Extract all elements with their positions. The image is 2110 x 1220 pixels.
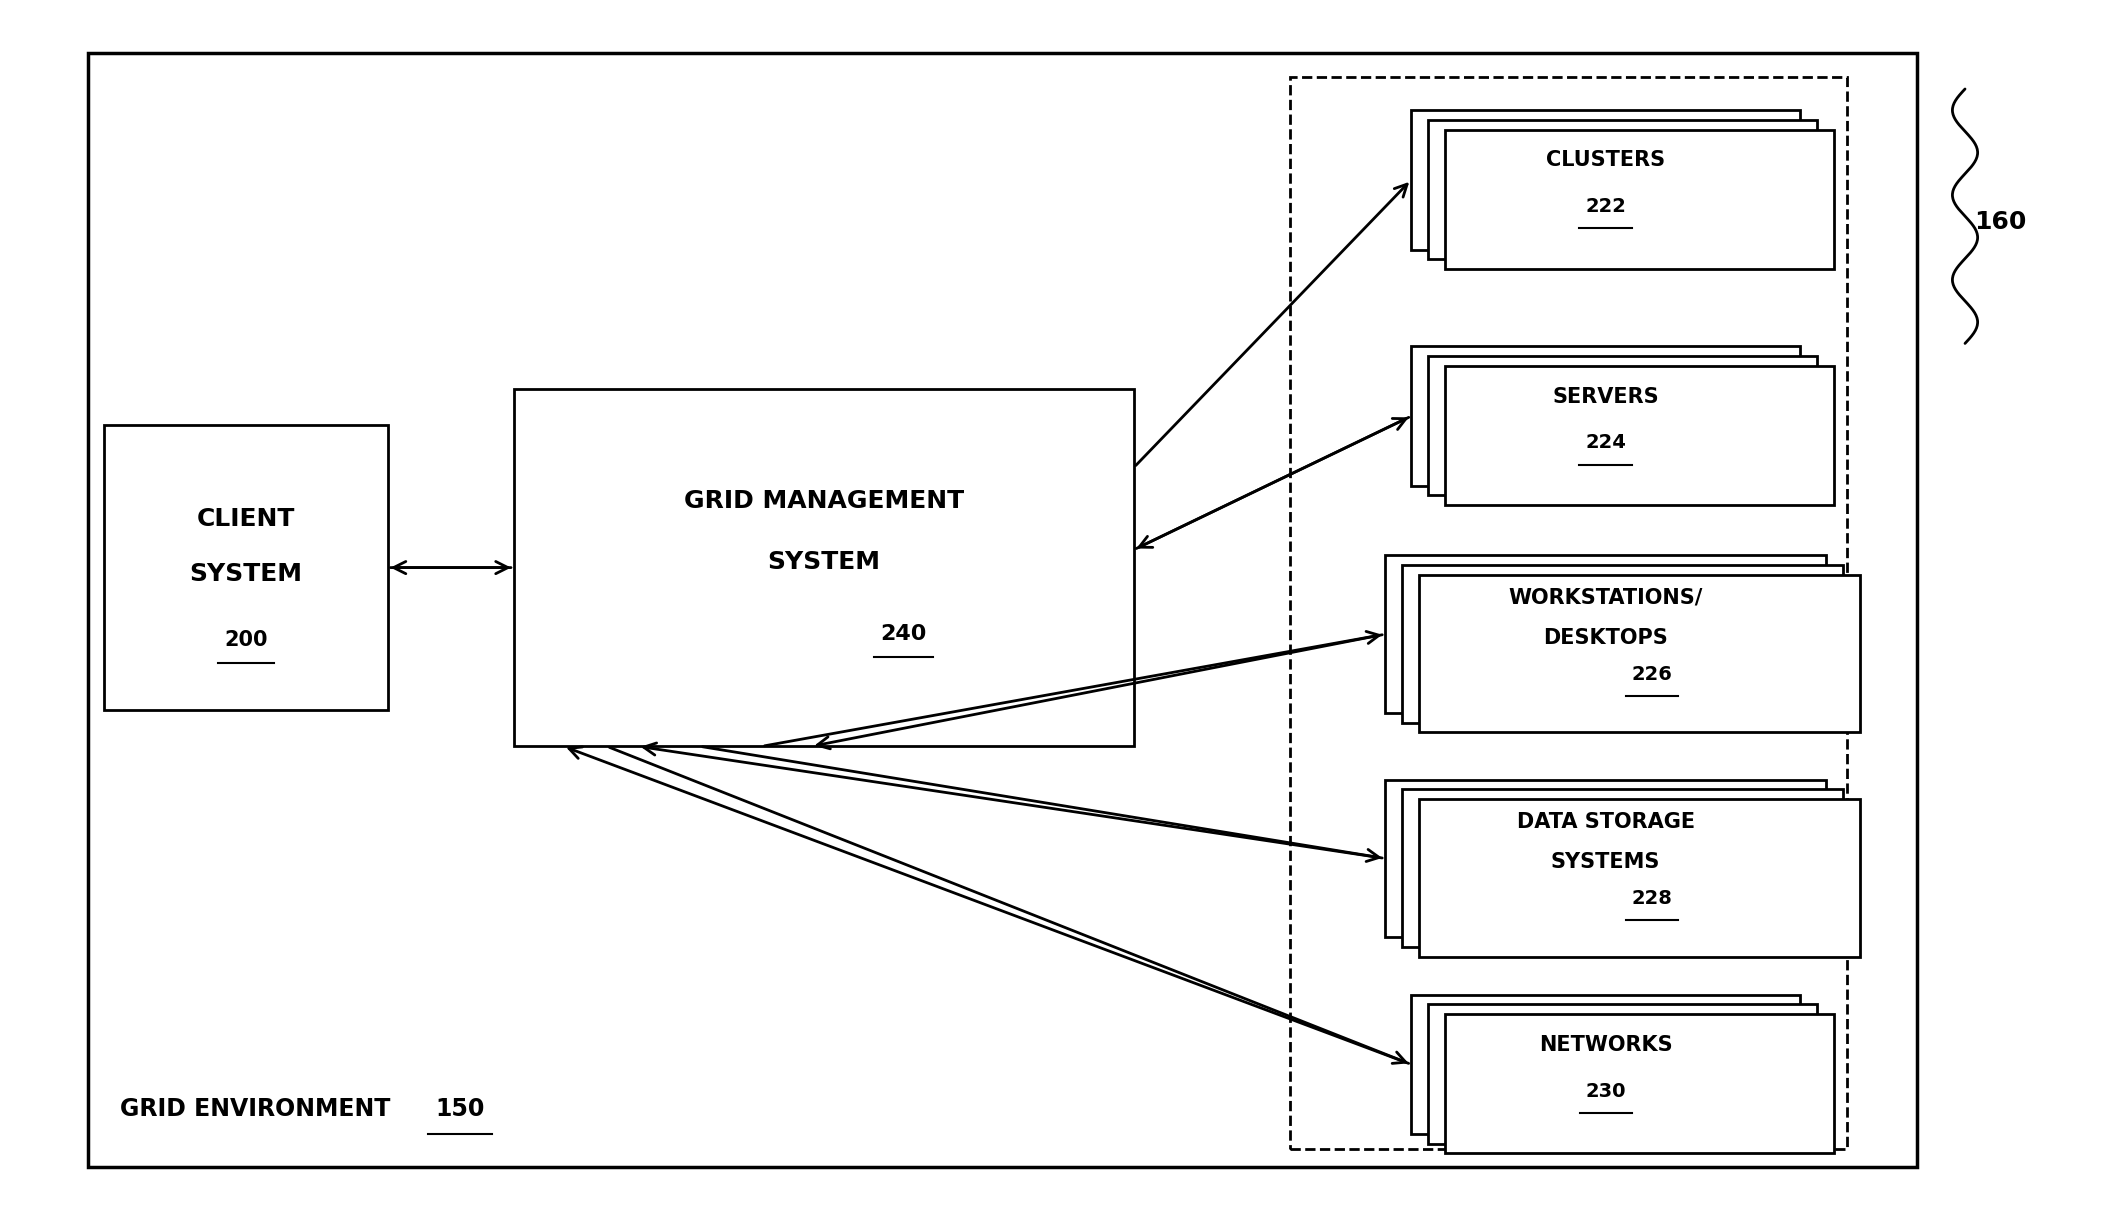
Bar [1291,77,1848,1149]
Text: GRID MANAGEMENT: GRID MANAGEMENT [684,489,964,512]
Text: SYSTEM: SYSTEM [768,549,880,573]
Text: 200: 200 [224,631,268,650]
Text: 160: 160 [1975,210,2028,234]
Text: CLUSTERS: CLUSTERS [1547,150,1665,171]
Text: 230: 230 [1585,1082,1627,1100]
Text: SERVERS: SERVERS [1553,387,1658,406]
Text: CLIENT: CLIENT [196,508,295,531]
Text: DATA STORAGE: DATA STORAGE [1517,813,1694,832]
Text: NETWORKS: NETWORKS [1538,1035,1673,1055]
Bar [1445,1014,1834,1153]
Text: GRID ENVIRONMENT: GRID ENVIRONMENT [120,1097,390,1121]
Bar [1412,110,1800,250]
Bar [1445,366,1834,505]
Text: WORKSTATIONS/: WORKSTATIONS/ [1509,588,1703,608]
Bar [1428,356,1817,495]
Bar [1445,129,1834,268]
Bar [1401,789,1844,947]
Text: 228: 228 [1631,889,1673,908]
Text: 224: 224 [1585,433,1627,453]
Bar [1384,780,1827,937]
Bar [1428,120,1817,259]
Bar [1418,799,1859,956]
Text: 150: 150 [435,1097,485,1121]
Text: SYSTEM: SYSTEM [190,561,302,586]
Text: DESKTOPS: DESKTOPS [1542,628,1669,648]
Text: 226: 226 [1631,665,1673,683]
Bar [1428,1004,1817,1143]
Text: 240: 240 [880,625,926,644]
Bar [1418,575,1859,732]
Bar [515,389,1133,747]
Bar [89,52,1916,1168]
Bar [1384,555,1827,712]
Text: 222: 222 [1585,196,1627,216]
Text: SYSTEMS: SYSTEMS [1551,852,1661,872]
Bar [1412,994,1800,1135]
Bar [103,426,388,710]
Bar [1412,346,1800,486]
Bar [1401,565,1844,722]
